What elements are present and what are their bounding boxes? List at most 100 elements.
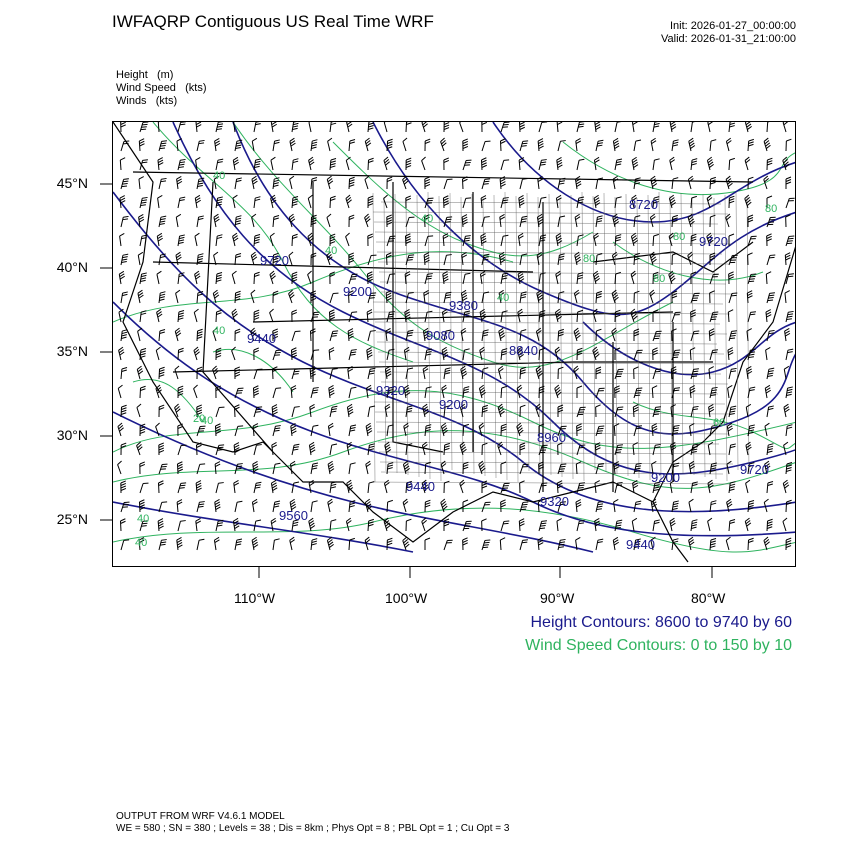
wind-barb [403,384,411,399]
wind-barb [195,480,202,494]
wind-barb [366,271,373,285]
wind-barb [671,214,678,228]
wind-barb [763,498,769,513]
wind-barb [120,404,127,418]
wind-barb [481,291,490,304]
wind-barb [326,175,334,190]
lon-label-80w: 80°W [691,590,726,606]
wind-barb [440,498,448,513]
wind-barb [747,252,753,266]
wind-barb [728,330,737,342]
wind-contour-label: 80 [583,253,595,265]
wind-barb [670,441,677,456]
wind-barb [652,271,659,285]
wind-barb [348,349,357,361]
wind-barb [348,252,355,266]
wind-barb [498,289,505,304]
wind-barb [441,308,448,323]
wind-barb [212,365,219,380]
wind-barb [253,271,260,285]
wind-barb [519,215,528,228]
wind-barb [576,406,586,418]
lat-label-35n: 35°N [56,343,88,359]
wind-barb [651,460,657,475]
wind-barb [462,235,471,247]
wind-barb [424,499,431,513]
wind-barb [367,195,374,209]
init-time: Init: 2026-01-27_00:00:00 [670,20,796,32]
wind-barb [592,270,600,285]
wind-barb [155,422,160,437]
model-footer: OUTPUT FROM WRF V4.6.1 MODEL WE = 580 ; … [116,811,509,835]
wind-barb [405,405,413,418]
wind-barb [538,159,547,171]
wind-barb [708,366,714,380]
wind-barb [498,251,506,266]
wind-barb [594,517,601,532]
wind-barb [310,311,320,323]
wind-barb [649,251,657,266]
wind-barb [516,384,523,399]
lat-label-40n: 40°N [56,259,88,275]
wind-barb [252,423,259,437]
wind-barb [291,309,298,323]
wind-barb [405,518,412,532]
wind-barb [348,176,355,190]
wind-barb [632,404,639,418]
wind-barb [329,368,338,380]
wind-barb [785,138,792,152]
wind-barb [764,384,771,399]
wind-barb [708,328,715,342]
wind-barb [270,122,277,133]
wind-contour-label: 20 [193,413,205,425]
wind-barb [462,461,469,475]
wind-barb [500,159,510,171]
wind-barb [291,271,298,285]
wind-barb [709,273,719,285]
wind-barb [727,384,733,399]
wind-barb [308,441,316,456]
variable-winds: Winds (kts) [116,95,178,107]
wind-barb [614,347,621,360]
wind-barb [462,348,470,361]
wind-barb [462,310,471,323]
wind-barb [120,122,126,133]
wind-barb [652,330,662,342]
wind-barb [630,308,638,323]
wind-barb [576,347,583,361]
wind-barb [174,327,182,342]
wind-barb [497,365,504,380]
wind-barb [709,139,717,152]
wind-barb [575,138,582,152]
wind-barb [670,404,676,418]
wind-barb [500,520,510,532]
wind-barb [289,536,296,551]
wind-barb [478,460,486,475]
wind-barb [462,520,472,532]
wind-barb [118,308,124,323]
model-version: OUTPUT FROM WRF V4.6.1 MODEL [116,811,285,822]
wind-barb [747,311,756,323]
wind-barb [592,308,599,323]
wind-barb [747,500,755,513]
wind-barb [253,481,262,494]
wind-barb [557,253,565,266]
wind-barb [611,289,619,304]
wind-barb [405,195,412,209]
wind-barb [348,139,356,152]
wind-barb [481,178,491,190]
wind-barb [156,270,162,285]
height-contour-label: 9200 [343,284,372,299]
wind-barb [516,422,524,437]
wind-barb [687,175,694,190]
height-contour-label: 9080 [426,328,455,343]
wind-barb [386,311,395,323]
wind-barb [156,308,163,323]
wind-barb [328,385,335,399]
wind-barb [272,349,282,361]
wind-barb [500,310,508,323]
wind-barb [158,442,165,456]
wind-barb [594,442,601,456]
wind-barb [519,404,526,418]
